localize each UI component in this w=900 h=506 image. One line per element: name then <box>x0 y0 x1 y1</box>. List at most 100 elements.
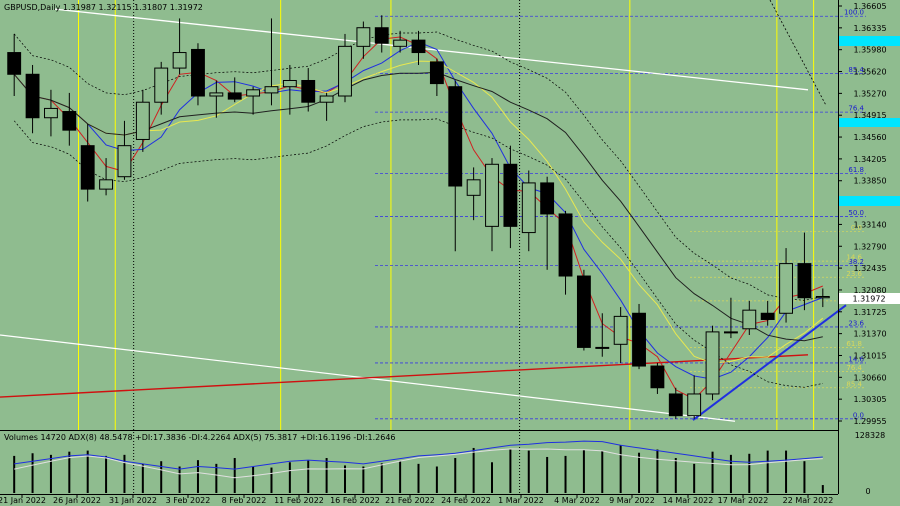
vertical-session-lines <box>78 0 815 494</box>
price-tick-label-1: 1.36335 <box>853 24 886 33</box>
fib-label-2: 76.4 <box>848 105 864 113</box>
candle-body-41 <box>760 312 775 320</box>
candle-body-35 <box>650 365 665 389</box>
candle-body-34 <box>632 312 646 367</box>
candle-body-32 <box>595 346 610 349</box>
candle-body-8 <box>154 67 169 103</box>
date-label-8: 24 Feb 2022 <box>441 496 491 505</box>
price-tick-label-8: 1.33850 <box>853 177 886 186</box>
fib-small-label-0: 0.0 <box>851 224 862 232</box>
long-term-ma-line <box>0 354 809 398</box>
candle-body-27 <box>503 163 518 227</box>
fib-label-0: 100.0 <box>844 9 864 17</box>
candle-body-15 <box>282 79 297 88</box>
date-label-3: 3 Feb 2022 <box>166 496 211 505</box>
candle-body-44 <box>815 296 830 299</box>
fib-label-6: 23.6 <box>848 319 864 327</box>
price-tick-label-3: 1.35620 <box>853 68 886 77</box>
fib-label-3: 61.8 <box>848 166 864 174</box>
fib-small-label-6: 85.4 <box>846 380 862 388</box>
price-axis: 1.36605 1.36335 1.35980 1.35620 1.35270 1.349… <box>838 2 887 496</box>
price-tick-label-17: 1.30660 <box>853 373 886 382</box>
candle-body-25 <box>466 179 481 196</box>
candle-body-28 <box>521 182 536 234</box>
date-axis: 21 Jan 2022 26 Jan 2022 31 Jan 2022 3 Feb 2… <box>0 494 833 505</box>
fib-small-label-1: 14.6 <box>846 254 862 262</box>
date-label-14: 22 Mar 2022 <box>783 496 834 505</box>
price-tick-label-5: 1.34915 <box>853 111 886 120</box>
indicator-header: Volumes 14720 ADX(8) 48.5478 +DI:17.3836… <box>4 433 396 442</box>
date-label-2: 31 Jan 2022 <box>109 496 157 505</box>
candle-body-4 <box>80 145 95 190</box>
candle-body-2 <box>44 107 58 119</box>
volume-bars <box>13 440 824 493</box>
price-tick-label-4: 1.35270 <box>853 89 886 98</box>
candle-body-29 <box>540 182 555 215</box>
candle-body-13 <box>246 89 261 97</box>
candle-body-40 <box>742 309 757 330</box>
date-label-11: 9 Mar 2022 <box>609 496 655 505</box>
candle-body-42 <box>779 263 793 314</box>
candle-body-12 <box>227 92 242 100</box>
date-label-4: 8 Feb 2022 <box>222 496 267 505</box>
price-tick-label-14: 1.31725 <box>853 308 886 317</box>
candle-body-5 <box>99 179 114 190</box>
candle-body-17 <box>319 95 334 103</box>
envelope-upper <box>13 31 823 301</box>
date-label-9: 1 Mar 2022 <box>498 496 544 505</box>
fib-label-8: 0.0 <box>853 411 864 419</box>
candle-body-39 <box>723 331 738 334</box>
current-price-label: 1.31972 <box>852 295 885 304</box>
candle-body-22 <box>411 39 426 54</box>
candle-body-30 <box>558 213 573 277</box>
candle-body-37 <box>687 393 702 417</box>
candle-body-38 <box>705 331 720 395</box>
candle-body-20 <box>374 27 389 44</box>
fib-label-5: 38.2 <box>848 258 864 266</box>
candle-body-18 <box>338 45 352 97</box>
price-tick-label-19: 1.29955 <box>853 417 886 426</box>
candle-body-3 <box>62 111 77 131</box>
fib-small-label-4: 61.8 <box>846 340 862 348</box>
symbol-header: GBPUSD,Daily 1.31987 1.32115 1.31807 1.3… <box>4 3 203 12</box>
date-label-5: 11 Feb 2022 <box>274 496 324 505</box>
date-label-0: 21 Jan 2022 <box>0 496 46 505</box>
price-tick-label-7: 1.34205 <box>853 155 886 164</box>
date-label-6: 16 Feb 2022 <box>330 496 380 505</box>
candle-body-9 <box>172 52 187 69</box>
candlesticks <box>7 15 830 419</box>
price-tick-label-10: 1.33140 <box>853 220 886 229</box>
price-tick-label-13: 1.32080 <box>853 286 886 295</box>
fib-small-label-5: 76.4 <box>846 364 862 372</box>
candle-body-26 <box>485 163 499 227</box>
price-tick-label-12: 1.32435 <box>853 264 886 273</box>
candle-body-6 <box>117 145 132 178</box>
candle-body-10 <box>191 48 205 97</box>
price-marker-low <box>839 196 900 206</box>
candle-body-24 <box>448 86 463 187</box>
candle-body-0 <box>7 52 22 75</box>
fib-label-7: 14.6 <box>848 355 864 363</box>
date-label-13: 17 Mar 2022 <box>718 496 769 505</box>
price-tick-label-18: 1.30305 <box>853 395 886 404</box>
candle-body-33 <box>613 315 628 345</box>
current-price-box <box>839 293 900 304</box>
candle-body-7 <box>135 101 150 140</box>
price-tick-label-11: 1.32790 <box>853 242 886 251</box>
volume-axis-label-zero: 0 <box>865 487 870 496</box>
fib-label-1: 85.4 <box>848 66 864 74</box>
date-label-12: 14 Mar 2022 <box>663 496 714 505</box>
fib-label-4: 50.0 <box>848 209 864 217</box>
date-label-7: 21 Feb 2022 <box>385 496 435 505</box>
candle-body-14 <box>264 86 279 94</box>
price-marker-mid <box>839 118 900 127</box>
price-tick-label-16: 1.31015 <box>853 351 886 360</box>
price-tick-label-15: 1.31370 <box>853 330 886 339</box>
trend-lines <box>0 0 847 422</box>
price-marker-top <box>839 36 900 46</box>
volume-axis-label-top: 128328 <box>855 431 886 440</box>
candle-body-21 <box>393 39 408 47</box>
candle-body-11 <box>209 92 224 97</box>
